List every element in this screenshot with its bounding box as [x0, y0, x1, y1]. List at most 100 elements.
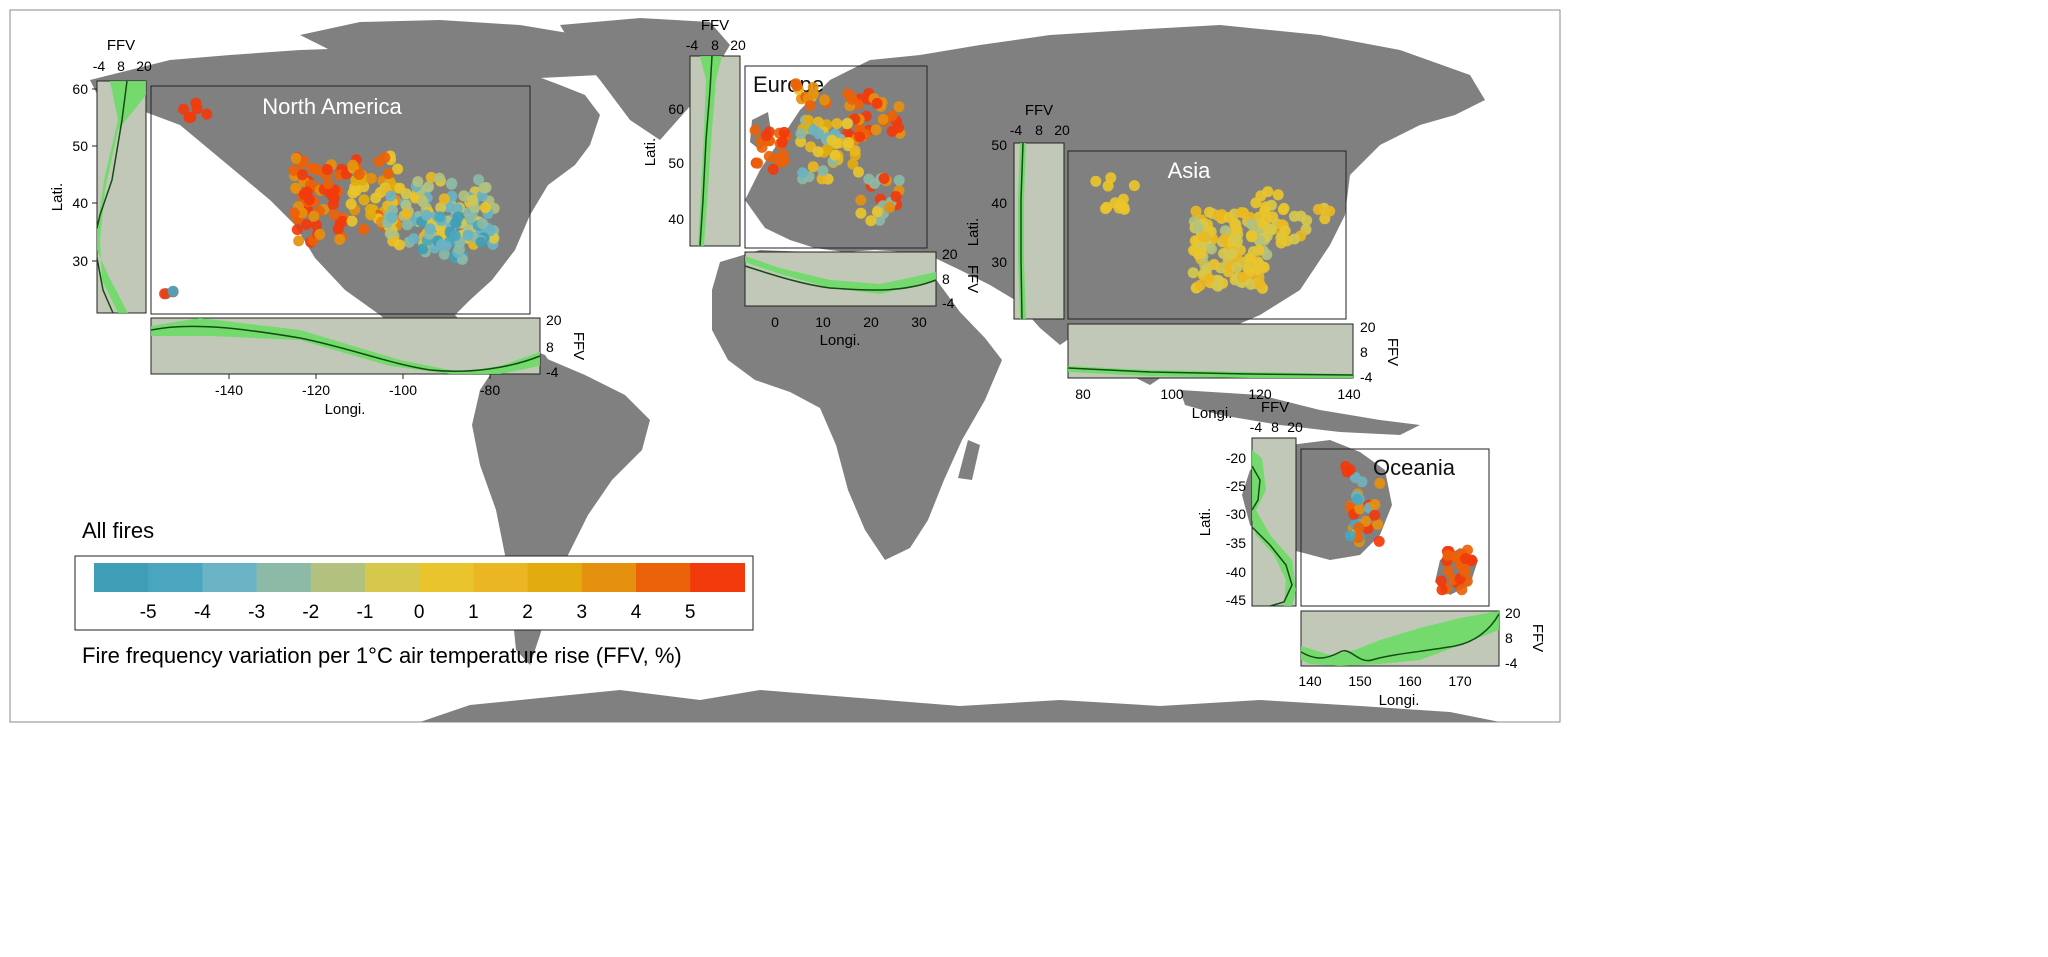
color-bar-swatch [690, 563, 745, 592]
na-lon-tick-neg140: -140 [215, 382, 243, 398]
fire-point [1373, 535, 1385, 547]
color-bar-swatch [419, 563, 474, 592]
oc-lat-tick-neg40: -40 [1226, 564, 1246, 580]
color-bar-swatch [636, 563, 691, 592]
fire-point [433, 172, 445, 184]
fire-points-north-america [159, 97, 500, 300]
fire-point [767, 163, 779, 175]
fire-point [1244, 252, 1255, 264]
fire-point [1101, 201, 1113, 213]
eu-lon-tick-0: 0 [771, 314, 779, 330]
fire-point [1254, 278, 1266, 290]
fire-point [450, 217, 462, 229]
oc-lon-tick-170: 170 [1448, 673, 1472, 689]
na-lon-label: Longi. [325, 401, 366, 418]
lat-band-europe [698, 56, 722, 246]
fire-point [853, 166, 864, 178]
lat-band-oceania [1252, 450, 1296, 606]
fire-point [890, 191, 902, 202]
eu-ffv-right-tick-8: 8 [942, 271, 950, 287]
landmass-indonesia [1180, 390, 1420, 435]
fire-point [841, 118, 853, 130]
oc-ffv-right-tick-8: 8 [1505, 630, 1513, 646]
fire-point [1264, 223, 1276, 235]
fire-point [752, 157, 764, 169]
fire-point [797, 167, 809, 179]
as-ffv-right-tick-20: 20 [1360, 319, 1376, 335]
fire-point [1090, 175, 1102, 187]
fire-point [423, 181, 435, 193]
region-box-europe [744, 65, 928, 249]
oc-lon-label: Longi. [1379, 692, 1420, 709]
fire-point [336, 215, 348, 227]
fire-point [1229, 233, 1240, 245]
color-bar-swatch [473, 563, 529, 592]
fire-point [855, 194, 867, 206]
fire-point [308, 210, 320, 222]
fire-point [816, 173, 828, 185]
fire-point [795, 136, 807, 148]
fire-point [1341, 466, 1353, 478]
fire-point [382, 168, 394, 180]
fire-point [884, 202, 895, 213]
oc-lat-tick-neg45: -45 [1226, 592, 1246, 608]
fire-point [756, 141, 768, 153]
fire-point [308, 163, 320, 175]
fire-point [760, 130, 772, 142]
na-lat-tick-40: 40 [72, 195, 88, 211]
fire-point [347, 187, 359, 199]
fire-point [1231, 262, 1243, 274]
fire-point [1242, 262, 1254, 274]
fire-point [417, 243, 429, 255]
fire-point [1369, 499, 1381, 510]
fire-point [438, 248, 450, 260]
panel-asia: Asia 50 40 30 Lati. -4 8 20 FFV 80 100 1… [965, 102, 1401, 422]
legend-heading: All fires [82, 518, 154, 543]
color-bar-tick-label: 0 [414, 602, 425, 623]
fire-point [434, 211, 446, 223]
eu-ffv-tick-20: 20 [730, 37, 746, 53]
fire-point [475, 236, 487, 248]
color-bar [94, 563, 745, 592]
fire-point [1344, 530, 1356, 542]
fire-point [386, 212, 398, 224]
na-ffv-label-right: FFV [570, 332, 587, 360]
fire-point [865, 215, 877, 227]
fire-point [358, 194, 370, 206]
na-ffv-right-tick-neg4: -4 [546, 364, 559, 380]
fire-point [425, 171, 437, 183]
na-lon-tick-neg80: -80 [480, 382, 500, 398]
na-lon-tick-neg100: -100 [389, 382, 417, 398]
as-lat-label: Lati. [965, 218, 982, 246]
fire-point [1246, 231, 1258, 243]
fire-point [1260, 214, 1272, 225]
as-lat-tick-30: 30 [991, 254, 1007, 270]
fire-point [1212, 209, 1224, 221]
region-title-asia: Asia [1168, 158, 1212, 183]
fire-point [1253, 244, 1265, 256]
landmass-greenland [560, 18, 730, 140]
fire-point [1261, 249, 1273, 261]
as-ffv-tick-neg4: -4 [1010, 122, 1023, 138]
fire-point [443, 201, 455, 213]
fire-point [1194, 279, 1206, 291]
fire-point [159, 288, 171, 300]
na-ffv-tick-neg4: -4 [93, 58, 106, 74]
eu-lat-tick-40: 40 [668, 211, 684, 227]
lon-band-europe [745, 256, 936, 294]
fire-point [183, 112, 195, 123]
fire-point [424, 223, 436, 235]
lon-curve-north-america [150, 325, 541, 372]
fire-point [1236, 207, 1247, 218]
landmass-madagascar [958, 440, 980, 480]
as-ffv-right-tick-neg4: -4 [1360, 369, 1373, 385]
fire-point [1462, 544, 1473, 556]
fire-point [477, 218, 488, 229]
landmass-north-america [90, 48, 600, 375]
fire-point [462, 229, 474, 241]
panel-oceania: Oceania -20 -25 -30 -35 -40 -45 Lati. -4… [1197, 399, 1546, 709]
fire-point [394, 239, 405, 251]
fire-point [167, 285, 179, 297]
fire-point [1354, 503, 1366, 515]
region-title-north-america: North America [262, 94, 402, 119]
